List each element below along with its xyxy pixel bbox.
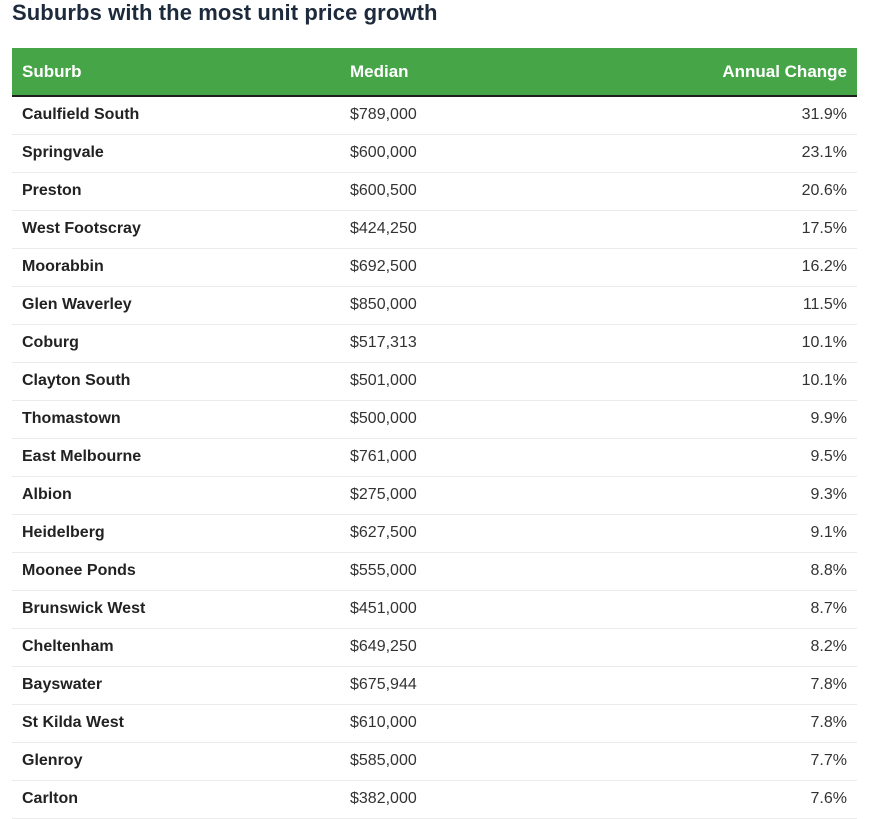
annual-change-cell: 20.6%	[600, 172, 857, 211]
median-price-cell: $692,500	[340, 248, 600, 287]
suburb-cell: Carlton	[12, 780, 340, 819]
suburb-cell: St Kilda West	[12, 704, 340, 743]
suburb-cell: Cheltenham	[12, 628, 340, 667]
column-header-median[interactable]: Median	[340, 48, 600, 97]
median-price-cell: $275,000	[340, 476, 600, 515]
suburb-cell: Albion	[12, 476, 340, 515]
table-row: East Melbourne $761,000 9.5%	[12, 438, 857, 477]
suburb-cell: Preston	[12, 172, 340, 211]
table-row: Brunswick West $451,000 8.7%	[12, 590, 857, 629]
median-price-cell: $600,000	[340, 134, 600, 173]
annual-change-cell: 9.1%	[600, 514, 857, 553]
suburb-cell: West Footscray	[12, 210, 340, 249]
annual-change-cell: 7.8%	[600, 704, 857, 743]
suburb-cell: East Melbourne	[12, 438, 340, 477]
annual-change-cell: 10.1%	[600, 362, 857, 401]
table-row: Albion $275,000 9.3%	[12, 476, 857, 515]
suburb-cell: Coburg	[12, 324, 340, 363]
annual-change-cell: 7.7%	[600, 742, 857, 781]
annual-change-cell: 9.3%	[600, 476, 857, 515]
table-header-row: Suburb Median Annual Change	[12, 48, 857, 97]
suburb-cell: Glenroy	[12, 742, 340, 781]
table-row: Glen Waverley $850,000 11.5%	[12, 286, 857, 325]
median-price-cell: $424,250	[340, 210, 600, 249]
table-row: Heidelberg $627,500 9.1%	[12, 514, 857, 553]
median-price-cell: $789,000	[340, 96, 600, 135]
annual-change-cell: 31.9%	[600, 96, 857, 135]
median-price-cell: $501,000	[340, 362, 600, 401]
table-row: St Kilda West $610,000 7.8%	[12, 704, 857, 743]
table-row: Thomastown $500,000 9.9%	[12, 400, 857, 439]
annual-change-cell: 9.9%	[600, 400, 857, 439]
annual-change-cell: 11.5%	[600, 286, 857, 325]
table-row: Carlton $382,000 7.6%	[12, 780, 857, 819]
median-price-cell: $555,000	[340, 552, 600, 591]
table-header: Suburb Median Annual Change	[12, 48, 857, 97]
table-row: Caulfield South $789,000 31.9%	[12, 96, 857, 135]
column-header-annual-change[interactable]: Annual Change	[600, 48, 857, 97]
suburb-cell: Bayswater	[12, 666, 340, 705]
suburb-cell: Glen Waverley	[12, 286, 340, 325]
table-row: Bayswater $675,944 7.8%	[12, 666, 857, 705]
page-title: Suburbs with the most unit price growth	[12, 0, 438, 25]
suburb-growth-table: Suburb Median Annual Change Caulfield So…	[12, 48, 857, 819]
table-row: West Footscray $424,250 17.5%	[12, 210, 857, 249]
median-price-cell: $761,000	[340, 438, 600, 477]
annual-change-cell: 17.5%	[600, 210, 857, 249]
median-price-cell: $627,500	[340, 514, 600, 553]
median-price-cell: $675,944	[340, 666, 600, 705]
table-row: Preston $600,500 20.6%	[12, 172, 857, 211]
suburb-cell: Clayton South	[12, 362, 340, 401]
table-row: Coburg $517,313 10.1%	[12, 324, 857, 363]
annual-change-cell: 10.1%	[600, 324, 857, 363]
table-row: Cheltenham $649,250 8.2%	[12, 628, 857, 667]
median-price-cell: $500,000	[340, 400, 600, 439]
suburb-cell: Springvale	[12, 134, 340, 173]
suburb-cell: Heidelberg	[12, 514, 340, 553]
table-row: Glenroy $585,000 7.7%	[12, 742, 857, 781]
median-price-cell: $451,000	[340, 590, 600, 629]
suburb-cell: Caulfield South	[12, 96, 340, 135]
median-price-cell: $850,000	[340, 286, 600, 325]
annual-change-cell: 8.2%	[600, 628, 857, 667]
suburb-cell: Thomastown	[12, 400, 340, 439]
median-price-cell: $600,500	[340, 172, 600, 211]
annual-change-cell: 16.2%	[600, 248, 857, 287]
annual-change-cell: 23.1%	[600, 134, 857, 173]
annual-change-cell: 7.8%	[600, 666, 857, 705]
suburb-cell: Moonee Ponds	[12, 552, 340, 591]
median-price-cell: $610,000	[340, 704, 600, 743]
annual-change-cell: 8.7%	[600, 590, 857, 629]
table-row: Springvale $600,000 23.1%	[12, 134, 857, 173]
table-body: Caulfield South $789,000 31.9% Springvale $6…	[12, 96, 857, 819]
annual-change-cell: 8.8%	[600, 552, 857, 591]
annual-change-cell: 9.5%	[600, 438, 857, 477]
suburb-cell: Moorabbin	[12, 248, 340, 287]
median-price-cell: $585,000	[340, 742, 600, 781]
table-row: Clayton South $501,000 10.1%	[12, 362, 857, 401]
median-price-cell: $382,000	[340, 780, 600, 819]
median-price-cell: $517,313	[340, 324, 600, 363]
annual-change-cell: 7.6%	[600, 780, 857, 819]
median-price-cell: $649,250	[340, 628, 600, 667]
column-header-suburb[interactable]: Suburb	[12, 48, 340, 97]
table-row: Moorabbin $692,500 16.2%	[12, 248, 857, 287]
table-row: Moonee Ponds $555,000 8.8%	[12, 552, 857, 591]
suburb-cell: Brunswick West	[12, 590, 340, 629]
